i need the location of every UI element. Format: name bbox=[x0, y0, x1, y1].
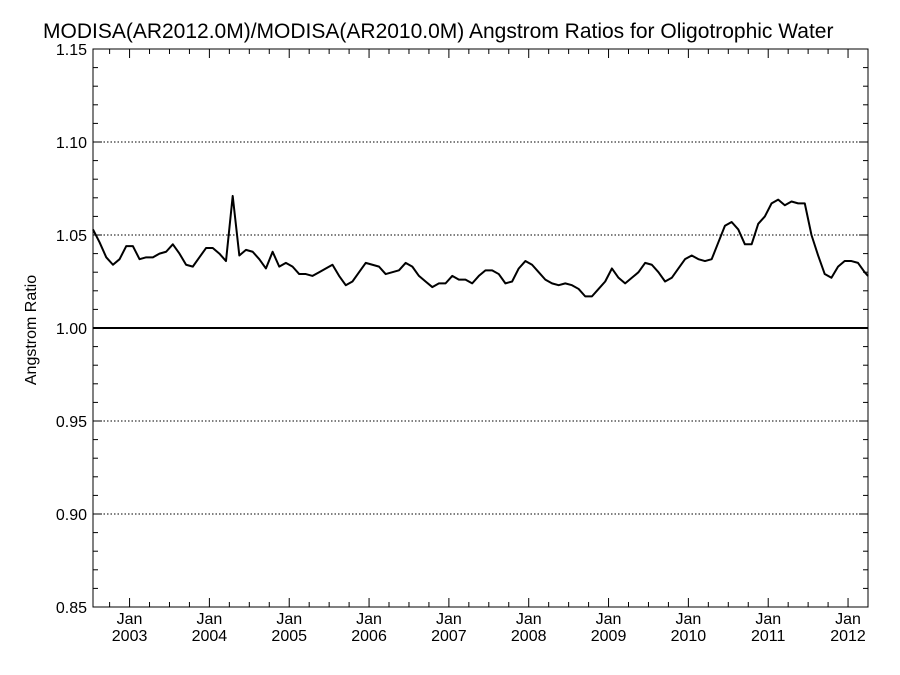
x-tick-year-label: 2012 bbox=[830, 628, 866, 645]
x-tick-month-label: Jan bbox=[117, 611, 143, 628]
x-tick-month-label: Jan bbox=[835, 611, 861, 628]
x-tick-year-label: 2005 bbox=[271, 628, 307, 645]
y-axis-label: Angstrom Ratio bbox=[23, 275, 40, 385]
series-line bbox=[92, 194, 869, 298]
y-tick-label: 0.90 bbox=[56, 507, 87, 524]
x-tick-month-label: Jan bbox=[755, 611, 781, 628]
series-group bbox=[92, 194, 869, 298]
x-tick-month-label: Jan bbox=[276, 611, 302, 628]
y-tick-label: 0.85 bbox=[56, 600, 87, 617]
x-tick-year-label: 2011 bbox=[751, 628, 786, 645]
x-tick-year-label: 2007 bbox=[431, 628, 467, 645]
y-tick-label: 1.00 bbox=[56, 321, 87, 338]
y-axis-ticks: 0.85 0.90 0.95 1.00 1.05 1.10 1.15 bbox=[56, 42, 868, 617]
y-tick-label: 0.95 bbox=[56, 414, 87, 431]
x-tick-month-label: Jan bbox=[356, 611, 382, 628]
y-tick-label: 1.15 bbox=[56, 42, 87, 59]
chart-title: MODISA(AR2012.0M)/MODISA(AR2010.0M) Angs… bbox=[43, 20, 833, 43]
y-tick-label: 1.10 bbox=[56, 135, 87, 152]
x-tick-year-label: 2008 bbox=[511, 628, 547, 645]
x-tick-month-label: Jan bbox=[596, 611, 622, 628]
x-axis-ticks: Jan2003Jan2004Jan2005Jan2006Jan2007Jan20… bbox=[109, 49, 869, 645]
x-tick-year-label: 2004 bbox=[192, 628, 228, 645]
x-tick-month-label: Jan bbox=[436, 611, 462, 628]
x-tick-year-label: 2003 bbox=[112, 628, 148, 645]
x-tick-year-label: 2010 bbox=[671, 628, 707, 645]
x-tick-year-label: 2006 bbox=[351, 628, 387, 645]
x-tick-month-label: Jan bbox=[196, 611, 222, 628]
x-tick-year-label: 2009 bbox=[591, 628, 627, 645]
x-tick-month-label: Jan bbox=[675, 611, 701, 628]
y-tick-label: 1.05 bbox=[56, 228, 87, 245]
x-tick-month-label: Jan bbox=[516, 611, 542, 628]
